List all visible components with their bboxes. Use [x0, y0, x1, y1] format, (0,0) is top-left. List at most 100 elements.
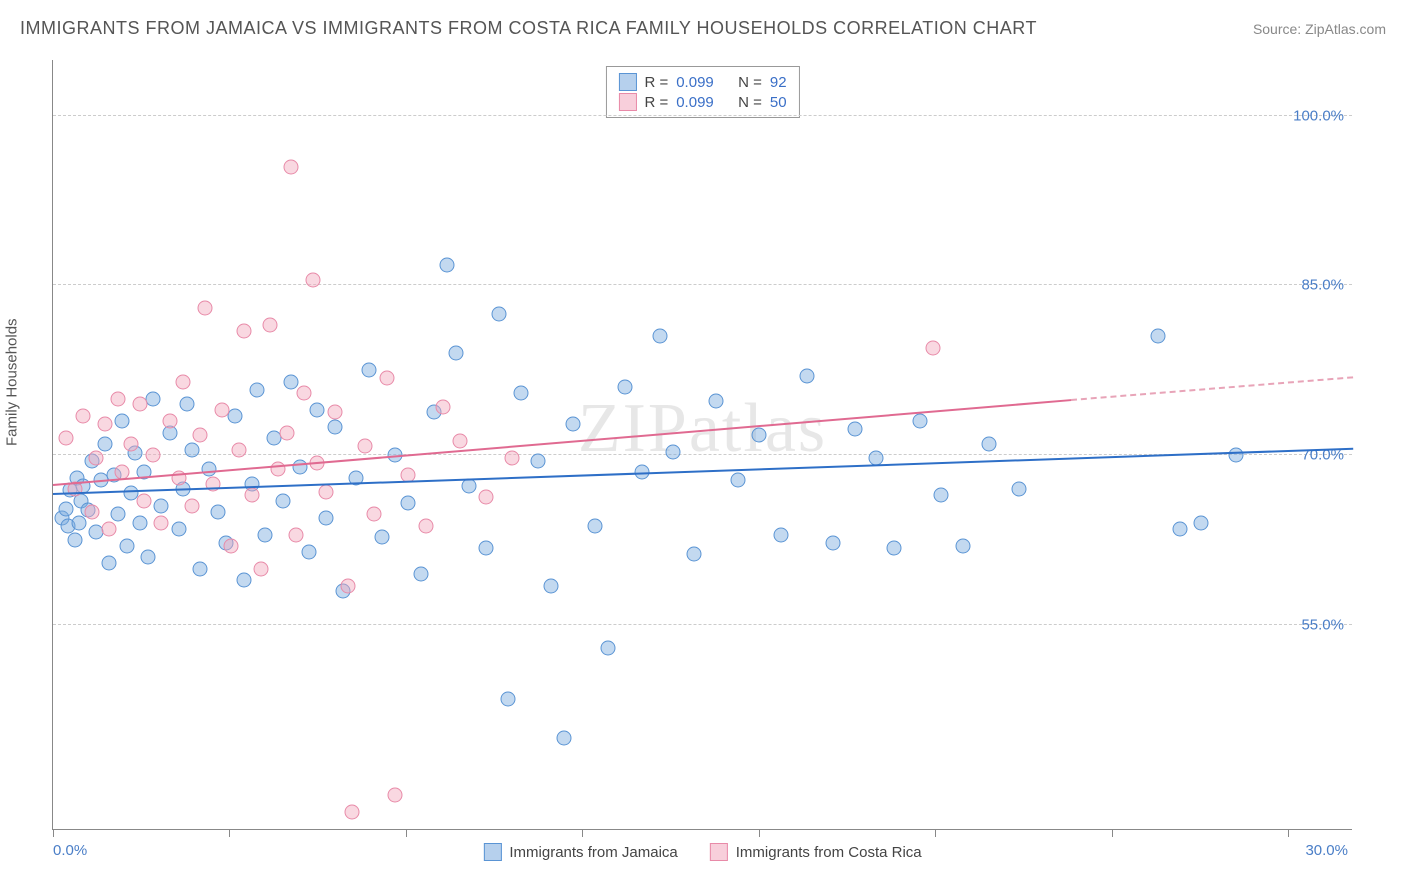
data-point-costarica — [76, 408, 91, 423]
data-point-costarica — [89, 450, 104, 465]
data-point-jamaica — [665, 444, 680, 459]
data-point-jamaica — [557, 731, 572, 746]
data-point-jamaica — [1194, 516, 1209, 531]
data-point-costarica — [124, 437, 139, 452]
data-point-jamaica — [180, 397, 195, 412]
data-point-jamaica — [800, 369, 815, 384]
xtick-label-max: 30.0% — [1305, 842, 1348, 859]
legend-r-value-jamaica: 0.099 — [676, 74, 714, 91]
source-attribution: Source: ZipAtlas.com — [1253, 21, 1386, 37]
data-point-jamaica — [869, 450, 884, 465]
source-link[interactable]: ZipAtlas.com — [1305, 21, 1386, 37]
data-point-costarica — [215, 403, 230, 418]
data-point-jamaica — [310, 403, 325, 418]
data-point-jamaica — [886, 541, 901, 556]
data-point-jamaica — [375, 529, 390, 544]
data-point-costarica — [102, 521, 117, 536]
data-point-costarica — [85, 504, 100, 519]
trendline-costarica — [53, 399, 1071, 486]
data-point-costarica — [132, 397, 147, 412]
data-point-jamaica — [449, 346, 464, 361]
data-point-jamaica — [293, 459, 308, 474]
data-point-jamaica — [401, 495, 416, 510]
legend-r-value-costarica: 0.099 — [676, 94, 714, 111]
swatch-costarica — [710, 843, 728, 861]
xtick — [406, 829, 407, 837]
data-point-jamaica — [111, 507, 126, 522]
legend-r-label: R = — [644, 74, 668, 91]
source-prefix: Source: — [1253, 21, 1305, 37]
xtick — [759, 829, 760, 837]
data-point-costarica — [193, 427, 208, 442]
data-point-jamaica — [1151, 329, 1166, 344]
legend-row-costarica: R = 0.099 N = 50 — [618, 93, 786, 111]
data-point-jamaica — [709, 393, 724, 408]
data-point-jamaica — [600, 640, 615, 655]
data-point-costarica — [254, 561, 269, 576]
data-point-jamaica — [501, 691, 516, 706]
data-point-jamaica — [566, 416, 581, 431]
data-point-jamaica — [301, 544, 316, 559]
scatter-plot-area: ZIPatlas R = 0.099 N = 92 R = 0.099 N = … — [52, 60, 1352, 830]
data-point-costarica — [418, 518, 433, 533]
data-point-jamaica — [440, 258, 455, 273]
ytick-label: 55.0% — [1301, 617, 1344, 634]
data-point-jamaica — [145, 391, 160, 406]
data-point-jamaica — [98, 437, 113, 452]
swatch-jamaica — [483, 843, 501, 861]
data-point-jamaica — [587, 518, 602, 533]
data-point-jamaica — [479, 541, 494, 556]
data-point-jamaica — [934, 487, 949, 502]
ytick-label: 100.0% — [1293, 107, 1344, 124]
data-point-jamaica — [72, 516, 87, 531]
data-point-jamaica — [327, 420, 342, 435]
legend-row-jamaica: R = 0.099 N = 92 — [618, 73, 786, 91]
chart-title: IMMIGRANTS FROM JAMAICA VS IMMIGRANTS FR… — [20, 18, 1037, 39]
ytick-label: 85.0% — [1301, 277, 1344, 294]
data-point-jamaica — [956, 538, 971, 553]
legend-r-label: R = — [644, 94, 668, 111]
data-point-jamaica — [982, 437, 997, 452]
data-point-jamaica — [202, 461, 217, 476]
data-point-jamaica — [141, 550, 156, 565]
correlation-legend: R = 0.099 N = 92 R = 0.099 N = 50 — [605, 66, 799, 118]
xtick — [1112, 829, 1113, 837]
trendline-costarica-extrapolated — [1071, 376, 1353, 401]
legend-item-jamaica: Immigrants from Jamaica — [483, 843, 677, 861]
swatch-costarica — [618, 93, 636, 111]
legend-label-jamaica: Immigrants from Jamaica — [509, 844, 677, 861]
data-point-costarica — [297, 386, 312, 401]
y-axis-label: Family Households — [4, 318, 21, 446]
data-point-jamaica — [1172, 521, 1187, 536]
data-point-jamaica — [1012, 482, 1027, 497]
data-point-jamaica — [67, 533, 82, 548]
data-point-jamaica — [492, 306, 507, 321]
data-point-jamaica — [228, 408, 243, 423]
data-point-costarica — [137, 493, 152, 508]
legend-n-value-jamaica: 92 — [770, 74, 787, 91]
data-point-jamaica — [362, 363, 377, 378]
data-point-costarica — [154, 516, 169, 531]
data-point-costarica — [453, 433, 468, 448]
data-point-jamaica — [826, 535, 841, 550]
data-point-costarica — [340, 578, 355, 593]
data-point-costarica — [184, 499, 199, 514]
data-point-costarica — [236, 323, 251, 338]
legend-item-costarica: Immigrants from Costa Rica — [710, 843, 922, 861]
data-point-jamaica — [752, 427, 767, 442]
xtick — [53, 829, 54, 837]
data-point-costarica — [197, 301, 212, 316]
data-point-costarica — [379, 371, 394, 386]
gridline-h — [53, 115, 1352, 116]
data-point-costarica — [306, 272, 321, 287]
data-point-costarica — [223, 538, 238, 553]
data-point-jamaica — [154, 499, 169, 514]
data-point-costarica — [98, 416, 113, 431]
data-point-costarica — [388, 788, 403, 803]
data-point-costarica — [280, 425, 295, 440]
data-point-jamaica — [258, 527, 273, 542]
gridline-h — [53, 284, 1352, 285]
xtick — [582, 829, 583, 837]
data-point-jamaica — [119, 538, 134, 553]
data-point-costarica — [358, 439, 373, 454]
